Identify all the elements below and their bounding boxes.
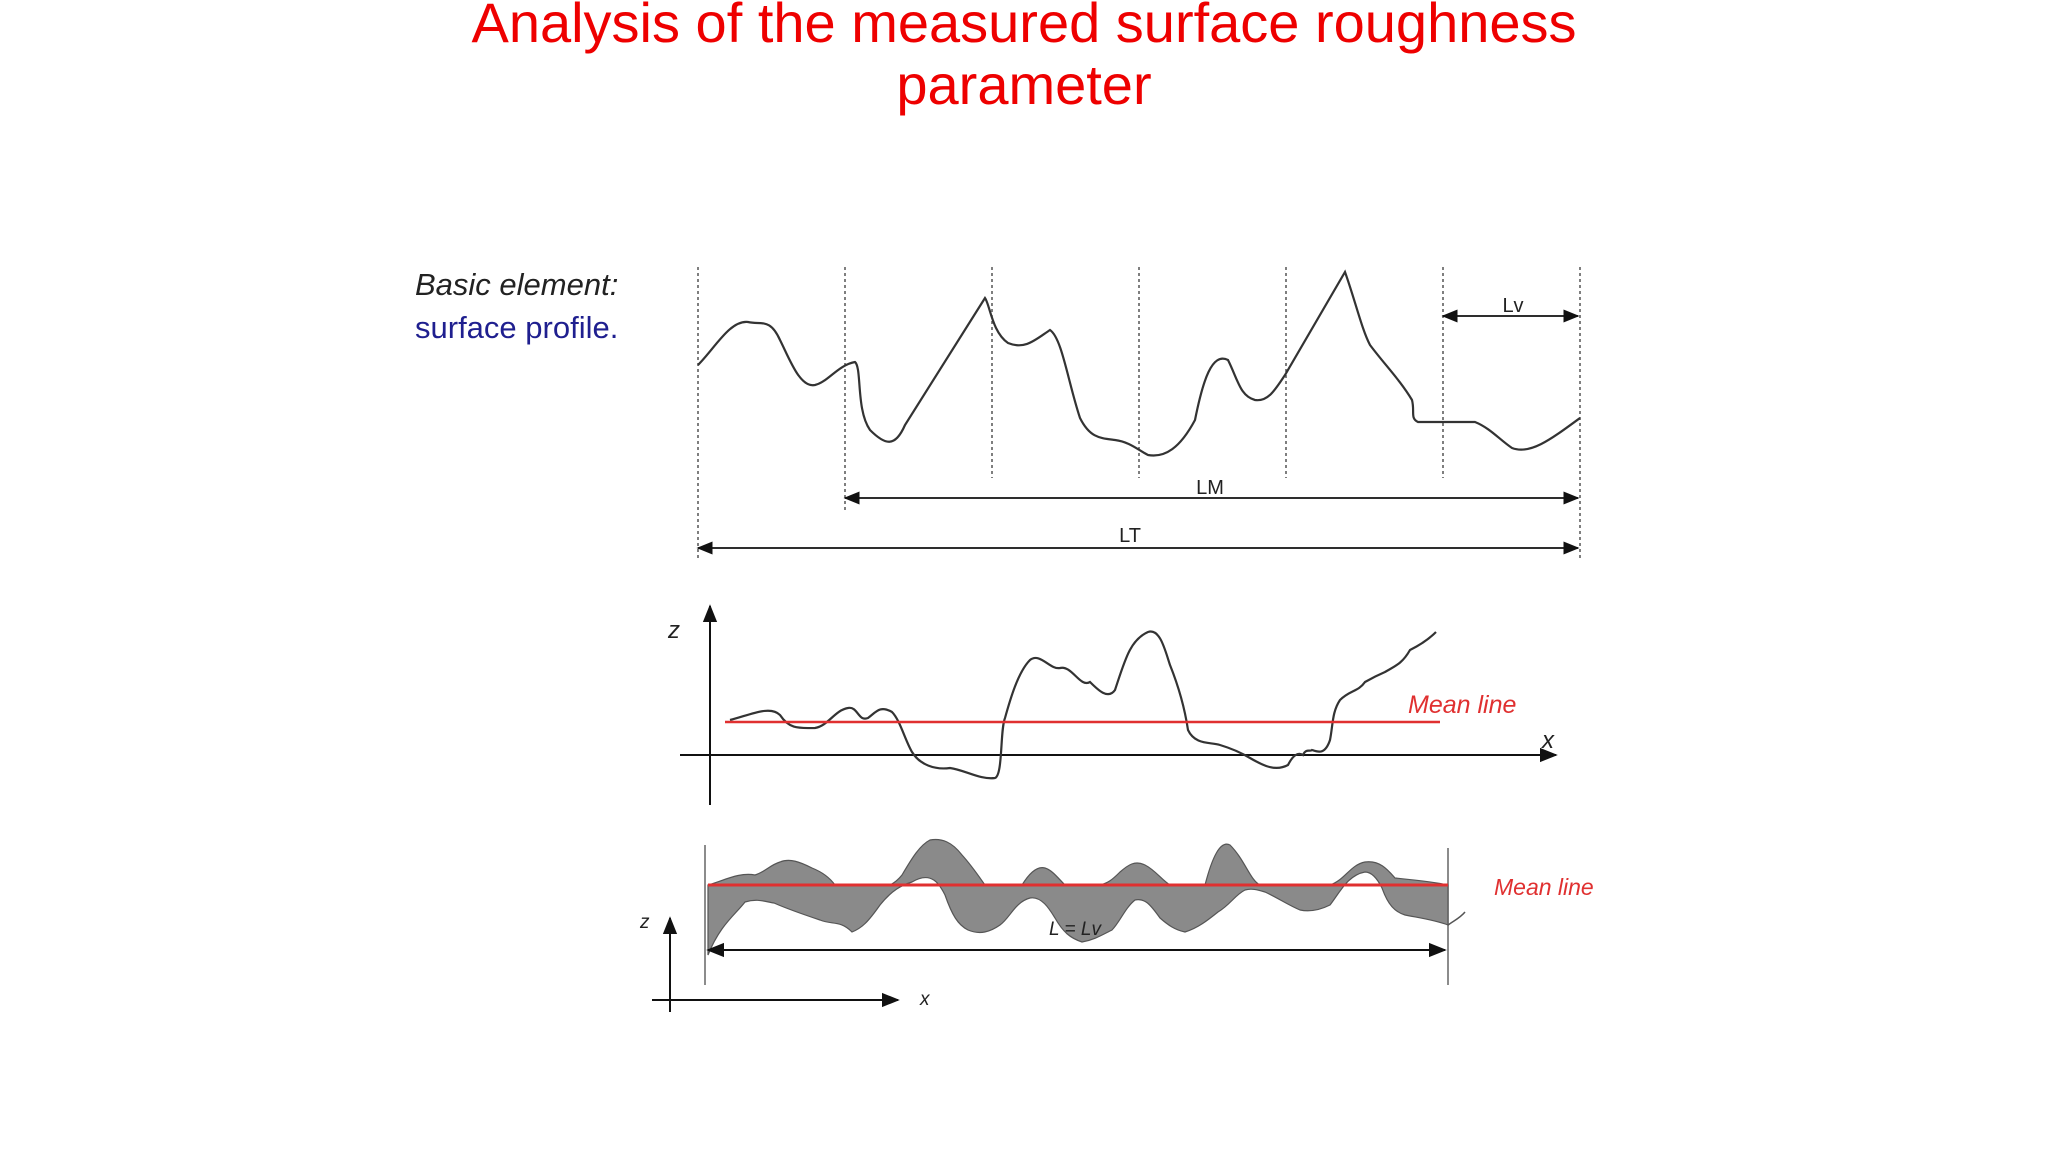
basic-element-label: Basic element: bbox=[415, 267, 618, 302]
evaluation-mean-line-label: Mean line bbox=[1494, 874, 1594, 900]
mean-line-label: Mean line bbox=[1408, 691, 1516, 719]
z-axis-label: z bbox=[667, 617, 680, 644]
lm-label: LM bbox=[1196, 477, 1224, 499]
z-axis-small-label: z bbox=[639, 912, 650, 933]
x-axis-small-label: x bbox=[919, 989, 931, 1010]
surface-profile-panel: Basic element: surface profile. Lv LM LT bbox=[415, 267, 1581, 558]
shaded-deviation-area bbox=[707, 838, 1449, 956]
slide-title-line-1: Analysis of the measured surface roughne… bbox=[471, 0, 1577, 54]
slide-title-line-2: parameter bbox=[896, 53, 1152, 116]
sampling-boundaries bbox=[697, 267, 1581, 558]
x-axis-label: x bbox=[1541, 727, 1555, 754]
profile-tail bbox=[1447, 911, 1466, 926]
slide-title: Analysis of the measured surface roughne… bbox=[0, 0, 2048, 116]
lv-label: Lv bbox=[1502, 295, 1523, 317]
surface-profile-curve bbox=[697, 269, 1581, 457]
lt-label: LT bbox=[1119, 525, 1141, 547]
surface-profile-label: surface profile. bbox=[415, 310, 618, 345]
evaluation-panel: Mean line L = Lv z x bbox=[639, 838, 1594, 1012]
evaluation-length-label: L = Lv bbox=[1049, 919, 1102, 940]
mean-line-panel: z x Mean line bbox=[667, 604, 1558, 805]
roughness-profile-curve bbox=[729, 630, 1437, 780]
